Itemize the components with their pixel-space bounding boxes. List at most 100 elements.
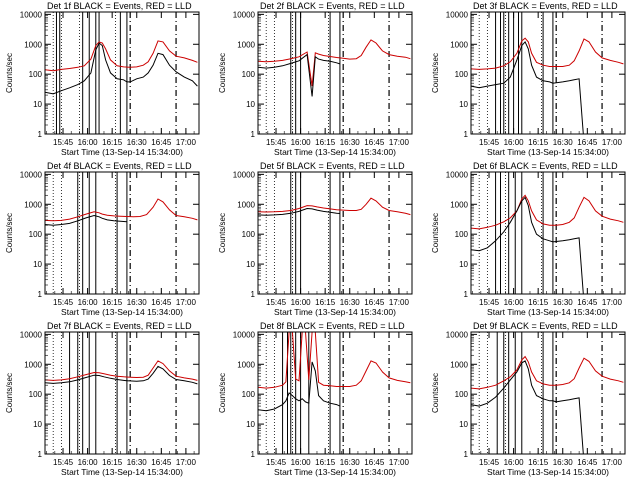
panel-3: Det 3f BLACK = Events, RED = LLD 1 10 100 10… xyxy=(431,1,626,157)
y-axis-label: Counts/sec xyxy=(218,213,227,253)
x-tick-label: 15:45 xyxy=(53,138,74,147)
plot-frame xyxy=(470,171,626,295)
x-tick-label: 17:00 xyxy=(602,298,623,307)
series-lld-line xyxy=(471,37,624,70)
y-tick-label: 10 xyxy=(459,100,468,109)
x-tick-label: 15:45 xyxy=(266,458,287,467)
plot-frame xyxy=(257,11,413,135)
vertical-markers xyxy=(265,172,390,294)
series-events-line xyxy=(471,196,584,294)
panel-6: Det 6f BLACK = Events, RED = LLD 1 10 100 10… xyxy=(431,161,626,317)
series-lld-line xyxy=(45,198,198,222)
x-tick-label: 16:00 xyxy=(504,458,525,467)
x-tick-label: 16:00 xyxy=(291,458,312,467)
series-lld-line xyxy=(258,39,411,87)
x-tick-label: 16:15 xyxy=(102,458,123,467)
x-tick-label: 16:30 xyxy=(553,458,574,467)
x-axis-label: Start Time (13-Sep-14 15:34:00) xyxy=(274,147,396,157)
y-axis-label: Counts/sec xyxy=(431,213,440,253)
panel-title: Det 7f BLACK = Events, RED = LLD xyxy=(47,321,192,331)
vertical-markers xyxy=(52,332,177,454)
x-tick-label: 15:45 xyxy=(479,138,500,147)
y-tick-label: 100 xyxy=(455,70,469,79)
y-tick-label: 10000 xyxy=(446,170,469,179)
y-tick-label: 100 xyxy=(455,390,469,399)
series-events-line xyxy=(471,40,584,134)
y-tick-label: 1 xyxy=(251,130,256,139)
x-tick-label: 16:00 xyxy=(78,458,99,467)
y-axis-label: Counts/sec xyxy=(5,213,14,253)
panel-title: Det 4f BLACK = Events, RED = LLD xyxy=(47,161,192,171)
vertical-markers xyxy=(52,172,177,294)
series-lld-line xyxy=(258,332,411,389)
x-tick-label: 16:30 xyxy=(127,458,148,467)
panel-4: Det 4f BLACK = Events, RED = LLD 1 10 100 10… xyxy=(5,161,200,317)
x-tick-label: 16:15 xyxy=(315,138,336,147)
x-tick-label: 16:15 xyxy=(528,298,549,307)
x-tick-label: 16:15 xyxy=(315,298,336,307)
x-axis-label: Start Time (13-Sep-14 15:34:00) xyxy=(274,467,396,477)
vertical-markers xyxy=(52,12,177,134)
x-tick-label: 17:00 xyxy=(602,458,623,467)
x-tick-label: 16:45 xyxy=(151,298,172,307)
x-tick-label: 16:30 xyxy=(553,138,574,147)
x-tick-label: 16:30 xyxy=(127,298,148,307)
x-tick-label: 16:30 xyxy=(340,298,361,307)
y-tick-label: 1 xyxy=(38,290,43,299)
y-tick-label: 1000 xyxy=(450,40,468,49)
y-tick-label: 1000 xyxy=(24,360,42,369)
x-tick-label: 16:15 xyxy=(102,138,123,147)
plot-frame xyxy=(470,11,626,135)
x-axis-label: Start Time (13-Sep-14 15:34:00) xyxy=(61,467,183,477)
y-tick-label: 1000 xyxy=(450,200,468,209)
y-tick-label: 100 xyxy=(29,390,43,399)
x-tick-label: 16:45 xyxy=(364,138,385,147)
y-tick-label: 10000 xyxy=(20,170,43,179)
y-axis-label: Counts/sec xyxy=(431,53,440,93)
y-tick-label: 10000 xyxy=(233,170,256,179)
series-events-line xyxy=(258,361,341,412)
y-tick-label: 10000 xyxy=(20,330,43,339)
x-axis-label: Start Time (13-Sep-14 15:34:00) xyxy=(487,467,609,477)
y-tick-label: 10 xyxy=(33,100,42,109)
y-axis-label: Counts/sec xyxy=(5,53,14,93)
x-tick-label: 16:15 xyxy=(102,298,123,307)
series-lld-line xyxy=(45,40,198,72)
series-events-line xyxy=(45,42,198,95)
x-tick-label: 16:00 xyxy=(291,298,312,307)
y-tick-label: 100 xyxy=(242,70,256,79)
x-tick-label: 17:00 xyxy=(602,138,623,147)
y-tick-label: 10000 xyxy=(233,10,256,19)
x-tick-label: 16:45 xyxy=(151,458,172,467)
x-tick-label: 16:30 xyxy=(340,138,361,147)
y-tick-label: 10000 xyxy=(233,330,256,339)
y-tick-label: 10 xyxy=(246,420,255,429)
y-tick-label: 100 xyxy=(29,70,43,79)
x-axis-label: Start Time (13-Sep-14 15:34:00) xyxy=(487,307,609,317)
y-axis-label: Counts/sec xyxy=(218,373,227,413)
x-tick-label: 16:30 xyxy=(340,458,361,467)
y-tick-label: 10 xyxy=(246,100,255,109)
y-tick-label: 1 xyxy=(251,450,256,459)
y-tick-label: 100 xyxy=(455,230,469,239)
x-tick-label: 16:00 xyxy=(78,138,99,147)
panel-title: Det 1f BLACK = Events, RED = LLD xyxy=(47,1,192,11)
x-tick-label: 16:45 xyxy=(364,298,385,307)
y-tick-label: 10000 xyxy=(446,330,469,339)
x-tick-label: 16:15 xyxy=(528,458,549,467)
x-axis-label: Start Time (13-Sep-14 15:34:00) xyxy=(274,307,396,317)
x-tick-label: 17:00 xyxy=(389,298,410,307)
x-tick-label: 15:45 xyxy=(53,298,74,307)
y-tick-label: 1000 xyxy=(237,40,255,49)
panel-title: Det 9f BLACK = Events, RED = LLD xyxy=(473,321,618,331)
series-events-line xyxy=(45,365,198,385)
vertical-markers xyxy=(478,12,603,134)
y-tick-label: 10 xyxy=(246,260,255,269)
y-tick-label: 10 xyxy=(459,420,468,429)
panel-5: Det 5f BLACK = Events, RED = LLD 1 10 100 10… xyxy=(218,161,413,317)
plot-frame xyxy=(44,171,200,295)
y-axis-label: Counts/sec xyxy=(218,53,227,93)
y-axis-label: Counts/sec xyxy=(431,373,440,413)
y-tick-label: 1 xyxy=(38,450,43,459)
